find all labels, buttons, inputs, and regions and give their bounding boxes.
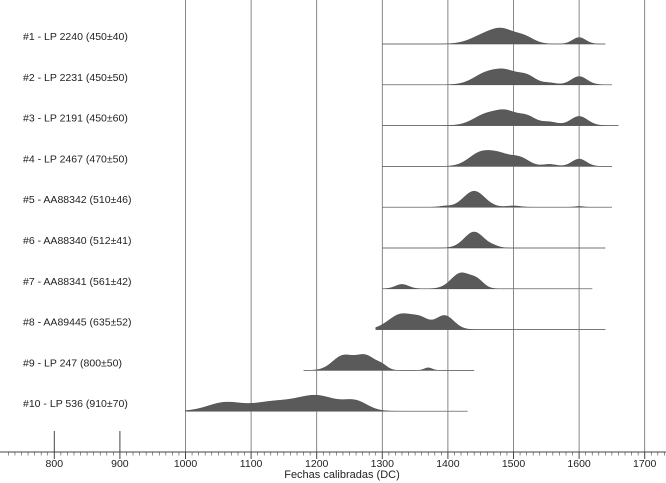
distribution-area — [382, 272, 593, 290]
series-label: #1 - LP 2240 (450±40) — [23, 31, 128, 43]
series-label: #10 - LP 536 (910±70) — [23, 398, 128, 410]
grid-lines — [185, 0, 646, 452]
series-label: #2 - LP 2231 (450±50) — [23, 72, 128, 84]
distribution-area — [185, 394, 468, 412]
series-10: #10 - LP 536 (910±70) — [23, 394, 468, 412]
x-tick-label: 1300 — [371, 458, 395, 470]
distribution-area — [382, 190, 612, 208]
distribution-area — [382, 109, 619, 126]
series-label: #3 - LP 2191 (450±60) — [23, 113, 128, 125]
series-label: #7 - AA88341 (561±42) — [23, 276, 132, 288]
distribution-area — [303, 354, 475, 371]
series-1: #1 - LP 2240 (450±40) — [23, 27, 606, 45]
x-tick-label: 1200 — [305, 458, 329, 470]
series-layer: #1 - LP 2240 (450±40) #2 - LP 2231 (450±5… — [23, 27, 619, 412]
series-label: #6 - AA88340 (512±41) — [23, 235, 132, 247]
series-6: #6 - AA88340 (512±41) — [23, 231, 606, 249]
series-3: #3 - LP 2191 (450±60) — [23, 109, 619, 126]
series-2: #2 - LP 2231 (450±50) — [23, 68, 612, 86]
x-axis: 800 900 1000 1100 1200 1300 1400 1500 1600 1700 — [0, 431, 666, 470]
series-4: #4 - LP 2467 (470±50) — [23, 150, 612, 167]
distribution-area — [382, 68, 612, 86]
series-8: #8 - AA89445 (635±52) — [23, 313, 606, 331]
x-tick-label: 800 — [46, 458, 64, 470]
series-label: #9 - LP 247 (800±50) — [23, 357, 122, 369]
x-tick-label: 1600 — [567, 458, 591, 470]
distribution-area — [382, 150, 612, 167]
x-tick-label: 1100 — [240, 458, 263, 470]
series-label: #8 - AA89445 (635±52) — [23, 317, 132, 329]
distribution-area — [382, 27, 606, 45]
distribution-area — [375, 313, 606, 330]
x-tick-label: 1000 — [174, 458, 198, 470]
series-9: #9 - LP 247 (800±50) — [23, 354, 475, 371]
x-tick-label: 1400 — [436, 458, 460, 470]
x-tick-label: 900 — [111, 458, 129, 470]
series-7: #7 - AA88341 (561±42) — [23, 272, 593, 290]
series-label: #5 - AA88342 (510±46) — [23, 194, 132, 206]
x-tick-label: 1500 — [502, 458, 526, 470]
series-5: #5 - AA88342 (510±46) — [23, 190, 612, 208]
x-axis-title: Fechas calibradas (DC) — [284, 469, 400, 481]
series-label: #4 - LP 2467 (470±50) — [23, 153, 128, 165]
x-tick-label: 1700 — [633, 458, 657, 470]
distribution-area — [382, 231, 606, 249]
